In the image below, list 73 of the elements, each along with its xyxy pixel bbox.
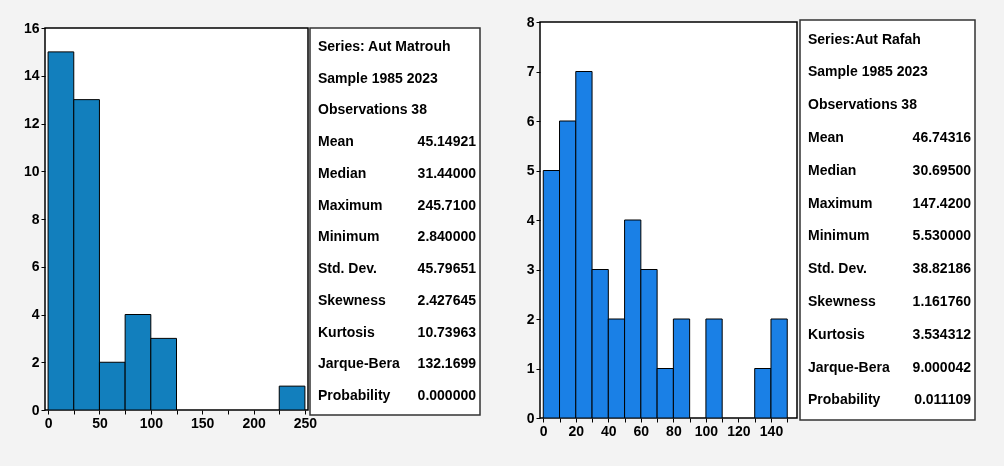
text: 2.840000 bbox=[417, 228, 476, 245]
category-label: Skewness bbox=[808, 292, 876, 309]
category-label: Jarque-Bera bbox=[808, 358, 890, 375]
text: 9.000042 bbox=[912, 358, 971, 375]
x-tick-label: 80 bbox=[666, 422, 682, 439]
x-tick-label: 100 bbox=[139, 414, 164, 431]
category-label: Skewness bbox=[318, 291, 386, 308]
x-tick-label: 20 bbox=[568, 422, 585, 439]
x-tick-label: 140 bbox=[759, 422, 784, 439]
text: 1.161760 bbox=[912, 292, 971, 309]
x-tick-label: 200 bbox=[242, 414, 266, 431]
text: Sample 1985 2023 bbox=[808, 63, 929, 80]
text: 147.4200 bbox=[912, 194, 971, 211]
text: 245.7100 bbox=[417, 196, 476, 213]
text: 3.534312 bbox=[912, 325, 971, 342]
y-tick-label: 14 bbox=[23, 67, 40, 84]
category-label: Median bbox=[318, 164, 367, 181]
y-tick-label: 4 bbox=[526, 211, 535, 228]
y-tick-label: 6 bbox=[31, 258, 40, 275]
category-label: Probability bbox=[808, 391, 881, 408]
y-tick-label: 2 bbox=[526, 310, 535, 327]
y-tick-label: 1 bbox=[526, 360, 535, 376]
x-tick-label: 50 bbox=[92, 414, 108, 431]
y-tick-label: 6 bbox=[526, 112, 535, 129]
category-label: Std. Dev. bbox=[808, 260, 867, 277]
x-tick-label: 0 bbox=[539, 422, 548, 439]
category-label: Probability bbox=[318, 386, 391, 403]
text: Observations 38 bbox=[808, 96, 918, 113]
category-label: Minimum bbox=[808, 227, 870, 244]
text: 2.427645 bbox=[417, 291, 476, 308]
text: 0.011109 bbox=[914, 391, 971, 408]
text: 132.1699 bbox=[417, 355, 476, 372]
y-tick-label: 10 bbox=[23, 162, 40, 179]
category-label: Kurtosis bbox=[318, 323, 375, 340]
y-tick-label: 0 bbox=[31, 401, 40, 418]
x-tick-label: 60 bbox=[633, 422, 650, 439]
text: Sample 1985 2023 bbox=[318, 69, 439, 86]
category-label: Maximum bbox=[808, 194, 873, 211]
text: 45.79651 bbox=[417, 260, 476, 277]
category-label: Jarque-Bera bbox=[318, 355, 400, 372]
text: 38.82186 bbox=[912, 260, 971, 277]
y-tick-label: 3 bbox=[526, 261, 535, 277]
text: 5.530000 bbox=[912, 227, 971, 244]
y-tick-label: 16 bbox=[23, 19, 40, 36]
y-tick-label: 5 bbox=[526, 162, 535, 178]
y-tick-label: 4 bbox=[31, 306, 40, 322]
category-label: Std. Dev. bbox=[318, 260, 377, 277]
text: Series: Aut Matrouh bbox=[318, 38, 451, 55]
x-tick-label: 250 bbox=[293, 414, 318, 431]
x-tick-label: 120 bbox=[727, 422, 751, 439]
text: 10.73963 bbox=[417, 323, 476, 340]
category-label: Median bbox=[808, 161, 857, 178]
category-label: Minimum bbox=[318, 228, 380, 245]
y-tick-label: 7 bbox=[526, 63, 535, 79]
y-tick-label: 8 bbox=[526, 13, 535, 30]
x-tick-label: 40 bbox=[601, 422, 617, 439]
category-label: Kurtosis bbox=[808, 325, 865, 342]
category-label: Mean bbox=[318, 133, 354, 150]
text: 46.74316 bbox=[912, 129, 971, 146]
x-tick-label: 150 bbox=[191, 414, 215, 431]
text: 30.69500 bbox=[912, 161, 971, 178]
text: Observations 38 bbox=[318, 101, 428, 118]
category-label: Mean bbox=[808, 129, 844, 146]
category-label: Maximum bbox=[318, 196, 383, 213]
y-tick-label: 2 bbox=[31, 353, 40, 370]
text: 31.44000 bbox=[417, 164, 476, 181]
text: Series:Aut Rafah bbox=[808, 30, 921, 47]
text: 0.000000 bbox=[417, 386, 476, 403]
x-tick-label: 100 bbox=[694, 422, 719, 439]
x-tick-label: 0 bbox=[44, 414, 53, 431]
y-tick-label: 8 bbox=[31, 210, 40, 227]
y-tick-label: 12 bbox=[23, 115, 40, 131]
text: 45.14921 bbox=[417, 133, 476, 150]
